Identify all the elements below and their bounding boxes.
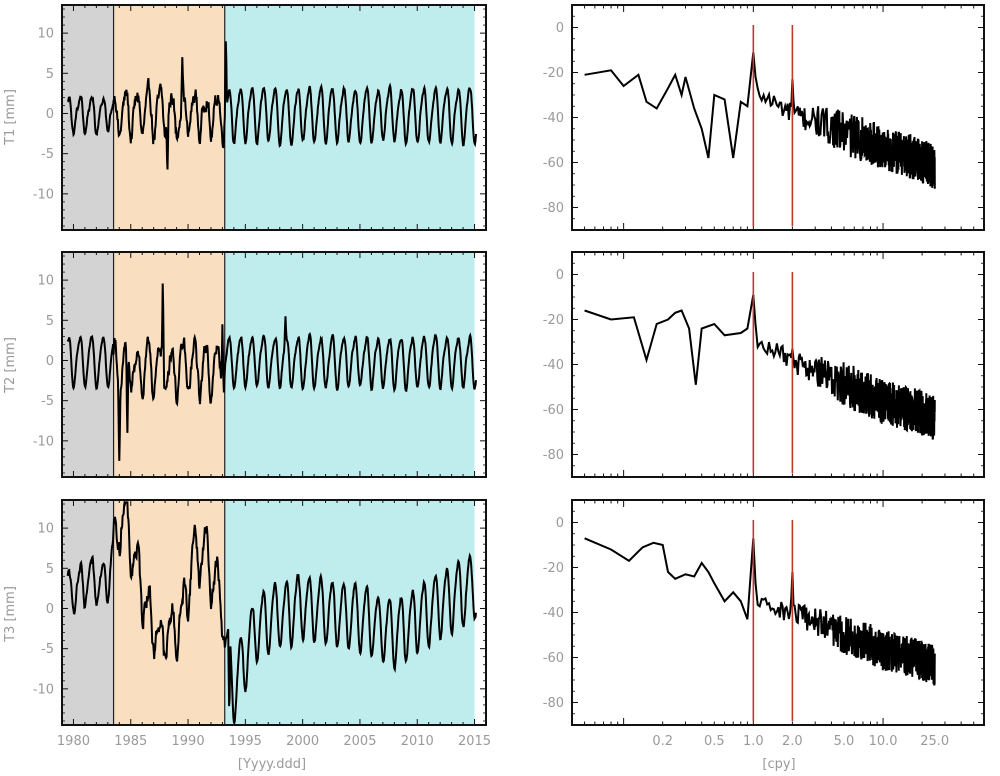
x-tick-label: 10.0 <box>869 734 898 749</box>
y-tick-label: 5 <box>46 562 54 577</box>
y-tick-label: -5 <box>41 642 54 657</box>
panel-t3-spectrum-line <box>584 537 936 686</box>
y-tick-label: -10 <box>33 187 54 202</box>
y-tick-label: 0 <box>46 354 54 369</box>
y-tick-label: -20 <box>543 66 564 81</box>
panel-t2-spectrum: -80 -60 -40 -20 0 <box>543 251 985 478</box>
panel-t1-series-line <box>66 41 477 170</box>
panel-t3-ylabel: T3 [mm] <box>3 586 18 643</box>
x-tick-label: 25.0 <box>920 734 949 749</box>
x-tick-label: 0.5 <box>704 734 725 749</box>
panel-t1-frame <box>61 4 487 231</box>
panel-t2-spectrum-line <box>584 294 936 440</box>
y-tick-label: -80 <box>543 201 564 216</box>
y-tick-label: 10 <box>37 27 54 42</box>
x-tick-label: 2010 <box>401 734 434 749</box>
frequency-axis-title: [cpy] <box>762 757 795 772</box>
period-band-2 <box>113 500 225 725</box>
y-tick-label: 0 <box>46 107 54 122</box>
y-tick-label: -20 <box>543 313 564 328</box>
panel-t2-spectrum-ticks: -80 -60 -40 -20 0 <box>543 252 985 477</box>
panel-t2-bands <box>62 252 475 477</box>
y-tick-label: -20 <box>543 561 564 576</box>
y-tick-label: -10 <box>33 434 54 449</box>
panel-t2-spectrum-markers <box>752 272 794 473</box>
y-tick-label: -60 <box>543 156 564 171</box>
y-tick-label: 0 <box>46 602 54 617</box>
y-tick-label: 5 <box>46 67 54 82</box>
period-band-1 <box>62 500 114 725</box>
panel-t1-spectrum-line <box>584 52 936 189</box>
panel-t1-bands <box>62 5 475 230</box>
x-tick-label: 2005 <box>343 734 376 749</box>
panel-t3-timeseries: -10 -5 0 5 10 1980 1985 1990 1995 2000 2005 2010 201… <box>3 499 491 749</box>
x-tick-label: 2015 <box>458 734 491 749</box>
x-tick-label: 1985 <box>114 734 147 749</box>
y-tick-label: 0 <box>556 21 564 36</box>
panel-t2-spectrum-frame <box>571 251 985 478</box>
period-band-3 <box>224 5 475 230</box>
panel-t1-spectrum-ticks: -80 -60 -40 -20 0 <box>543 5 985 230</box>
panel-t1-spectrum-markers <box>752 25 794 226</box>
panel-t3-spectrum: -80 -60 -40 -20 0 0.2 0.5 1.0 2.0 5.0 10.0 25.0 <box>543 499 985 749</box>
panel-t2-frame <box>61 251 487 478</box>
x-tick-label: 2000 <box>286 734 319 749</box>
y-tick-label: -60 <box>543 651 564 666</box>
y-tick-label: -40 <box>543 606 564 621</box>
panel-t3-spectrum-frame <box>571 499 985 726</box>
x-tick-label: 1.0 <box>743 734 764 749</box>
panel-t1-spectrum: -80 -60 -40 -20 0 <box>543 4 985 231</box>
y-tick-label: 0 <box>556 516 564 531</box>
x-tick-label: 1990 <box>172 734 205 749</box>
panel-t2-series-line <box>66 283 477 461</box>
x-tick-label: 5.0 <box>834 734 855 749</box>
y-tick-label: 10 <box>37 522 54 537</box>
panel-t1-ylabel: T1 [mm] <box>3 89 18 146</box>
panel-t1-timeseries: -10 -5 0 5 10 T1 [mm] <box>3 4 487 231</box>
y-tick-label: -40 <box>543 358 564 373</box>
y-tick-label: -10 <box>33 682 54 697</box>
panel-t1-grid: -10 -5 0 5 10 <box>33 5 486 230</box>
time-axis-title: [Yyyy.ddd] <box>238 757 306 772</box>
y-tick-label: 5 <box>46 314 54 329</box>
y-tick-label: -80 <box>543 696 564 711</box>
panel-t3-spectrum-ticks: -80 -60 -40 -20 0 0.2 0.5 1.0 2.0 5.0 10.0 25.0 <box>543 500 985 749</box>
x-tick-label: 1980 <box>57 734 90 749</box>
period-band-3 <box>224 252 475 477</box>
panel-t3-spectrum-markers <box>752 520 794 721</box>
panel-t3-bands <box>62 500 475 725</box>
panel-t3-grid: -10 -5 0 5 10 1980 1985 1990 1995 2000 2005 2010 201… <box>33 500 491 749</box>
panel-t2-timeseries: -10 -5 0 5 10 T2 [mm] <box>3 251 487 478</box>
y-tick-label: -5 <box>41 394 54 409</box>
y-tick-label: -40 <box>543 111 564 126</box>
y-tick-label: -5 <box>41 147 54 162</box>
period-band-3 <box>224 500 475 725</box>
panel-t2-ylabel: T2 [mm] <box>3 337 18 394</box>
panel-t3-series-line <box>66 499 477 725</box>
y-tick-label: -80 <box>543 448 564 463</box>
y-tick-label: 10 <box>37 274 54 289</box>
panel-t3-frame <box>61 499 487 726</box>
x-tick-label: 2.0 <box>782 734 803 749</box>
panel-t1-spectrum-frame <box>571 4 985 231</box>
y-tick-label: -60 <box>543 403 564 418</box>
x-tick-label: 1995 <box>229 734 262 749</box>
x-tick-label: 0.2 <box>652 734 673 749</box>
y-tick-label: 0 <box>556 268 564 283</box>
